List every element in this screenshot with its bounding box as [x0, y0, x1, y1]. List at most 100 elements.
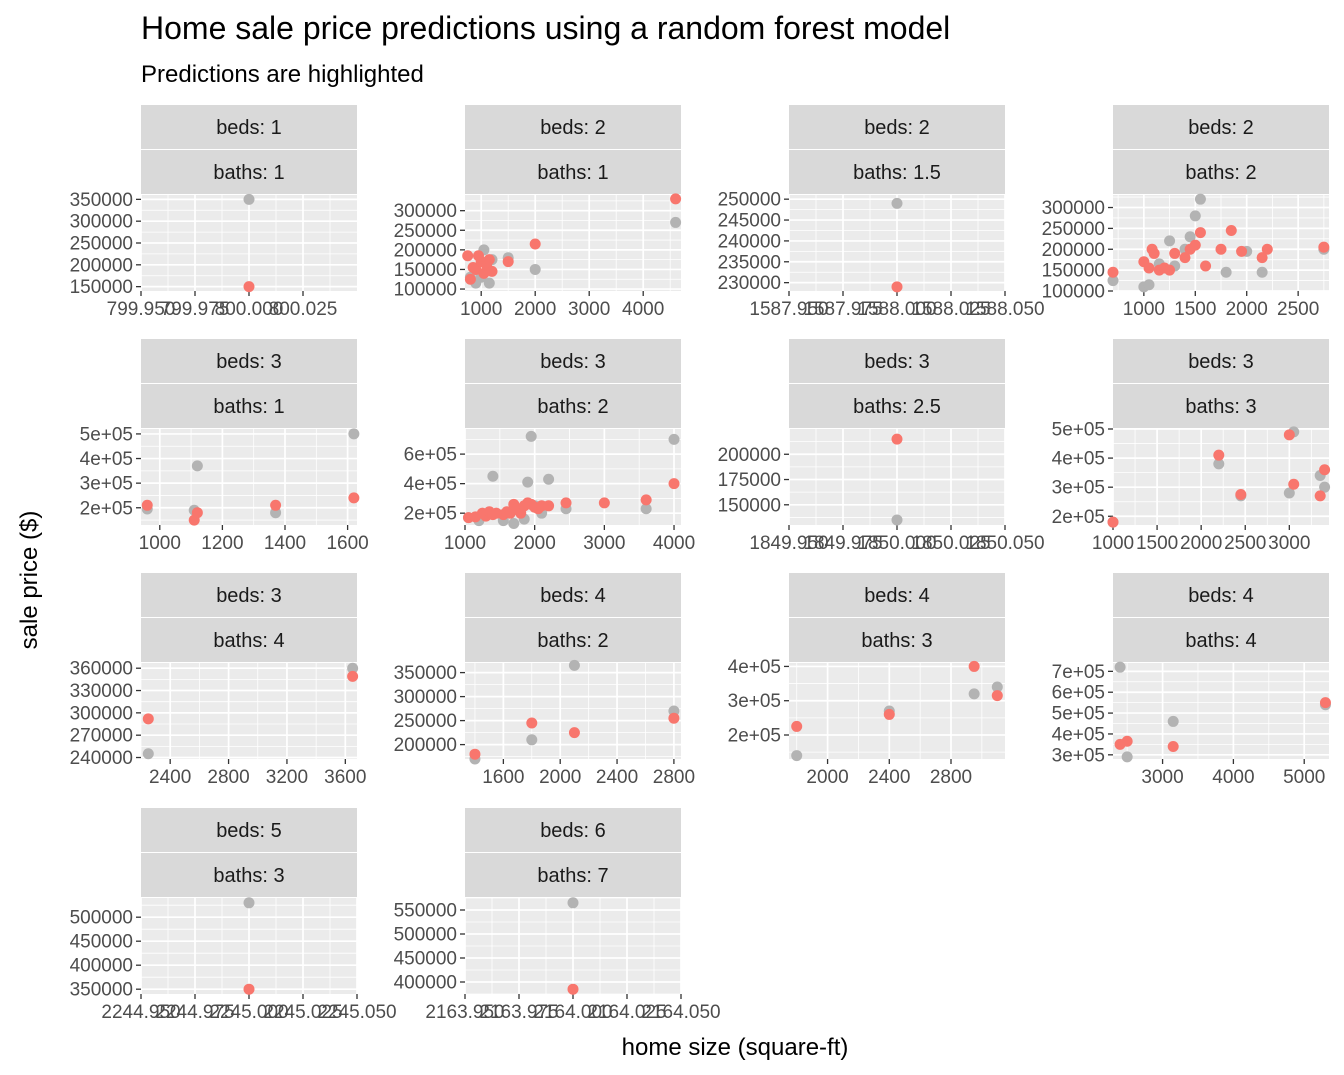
- strip-label-beds: beds: 3: [540, 351, 606, 373]
- x-tick-label: 1588.025: [911, 299, 990, 320]
- x-tick-label: 4000: [653, 533, 695, 554]
- x-tick-label: 2000: [1226, 299, 1268, 320]
- y-axis-title: sale price ($): [16, 511, 43, 650]
- strip-label-baths: baths: 2: [537, 396, 608, 418]
- strip-label-baths: baths: 3: [213, 865, 284, 887]
- y-tick-label: 245000: [718, 211, 781, 232]
- y-tick-label: 175000: [718, 470, 781, 491]
- y-tick-label: 350000: [70, 980, 133, 1001]
- x-tick-label: 1000: [139, 533, 181, 554]
- prediction-point: [1164, 264, 1176, 276]
- prediction-point: [1200, 260, 1212, 272]
- y-tick-label: 250000: [70, 234, 133, 255]
- facet-panel: beds: 3 baths: 4 2400 2800 3200 3600 240000270…: [70, 573, 366, 788]
- y-tick-label: 100000: [1042, 282, 1105, 303]
- y-tick-label: 2e+05: [728, 726, 781, 747]
- prediction-point: [1194, 227, 1206, 239]
- strip-label-beds: beds: 2: [1188, 117, 1254, 139]
- panel-plot-area: [1113, 663, 1329, 759]
- actual-point: [522, 476, 534, 488]
- prediction-point: [567, 983, 579, 995]
- x-tick-label: 1600: [326, 533, 368, 554]
- actual-point: [567, 897, 579, 909]
- x-tick-label: 799.950: [107, 299, 176, 320]
- strip-label-beds: beds: 5: [216, 820, 282, 842]
- x-tick-label: 1849.975: [803, 533, 882, 554]
- prediction-point: [270, 499, 282, 511]
- x-axis-title: home size (square-ft): [622, 1034, 849, 1061]
- x-tick-label: 1000: [1123, 299, 1165, 320]
- y-tick-label: 400000: [70, 956, 133, 977]
- x-tick-label: 1400: [264, 533, 306, 554]
- strip-label-beds: beds: 6: [540, 820, 606, 842]
- y-tick-label: 5e+05: [1052, 420, 1105, 441]
- strip-beds: [1113, 339, 1329, 383]
- strip-beds: [1113, 573, 1329, 617]
- actual-point: [1167, 715, 1179, 727]
- facet-panel: beds: 1 baths: 1 799.950799.975800.000800.…: [70, 105, 357, 320]
- y-tick-label: 2e+05: [404, 504, 457, 525]
- strip-label-beds: beds: 3: [864, 351, 930, 373]
- prediction-point: [968, 660, 980, 672]
- strip-baths: [465, 384, 681, 428]
- y-tick-label: 2e+05: [80, 498, 133, 519]
- panel-background: [789, 663, 1005, 759]
- actual-point: [670, 216, 682, 228]
- x-tick-label: 2000: [1180, 533, 1222, 554]
- strip-beds: [141, 808, 357, 852]
- y-tick-label: 240000: [718, 231, 781, 252]
- strip-beds: [465, 105, 681, 149]
- actual-point: [1164, 235, 1176, 247]
- y-tick-label: 150000: [1042, 261, 1105, 282]
- strip-label-baths: baths: 4: [213, 630, 284, 652]
- strip-label-baths: baths: 3: [1185, 396, 1256, 418]
- prediction-point: [142, 713, 154, 725]
- prediction-point: [1261, 243, 1273, 255]
- actual-point: [483, 277, 495, 289]
- facet-panel: beds: 2 baths: 2 1000 1500 2000 2500 100000150…: [1042, 105, 1330, 320]
- x-tick-label: 2244.975: [155, 1002, 234, 1023]
- strip-label-baths: baths: 1: [213, 396, 284, 418]
- actual-point: [891, 197, 903, 209]
- actual-point: [543, 473, 555, 485]
- y-tick-label: 300000: [70, 212, 133, 233]
- actual-point: [243, 193, 255, 205]
- panel-plot-area: [789, 663, 1005, 759]
- panel-plot-area: [1113, 429, 1329, 525]
- prediction-point: [1143, 262, 1155, 274]
- actual-point: [640, 503, 652, 515]
- actual-point: [525, 430, 537, 442]
- strip-label-baths: baths: 2: [537, 630, 608, 652]
- y-tick-label: 150000: [70, 277, 133, 298]
- y-tick-label: 200000: [394, 735, 457, 756]
- prediction-point: [668, 478, 680, 490]
- x-tick-label: 3200: [266, 767, 308, 788]
- x-tick-label: 3000: [583, 533, 625, 554]
- y-tick-label: 3e+05: [80, 474, 133, 495]
- y-tick-label: 4e+05: [1052, 449, 1105, 470]
- prediction-point: [1314, 490, 1326, 502]
- prediction-point: [1225, 224, 1237, 236]
- prediction-point: [568, 727, 580, 739]
- prediction-point: [991, 690, 1003, 702]
- prediction-point: [348, 492, 360, 504]
- prediction-point: [670, 193, 682, 205]
- strip-label-beds: beds: 4: [864, 585, 930, 607]
- prediction-point: [141, 499, 153, 511]
- prediction-point: [1319, 697, 1331, 709]
- y-tick-label: 3e+05: [1052, 478, 1105, 499]
- y-tick-label: 450000: [70, 932, 133, 953]
- x-tick-label: 2000: [514, 533, 556, 554]
- strip-beds: [1113, 105, 1329, 149]
- strip-label-baths: baths: 1: [537, 162, 608, 184]
- actual-point: [1189, 210, 1201, 222]
- panel-background: [465, 663, 681, 759]
- x-tick-label: 1200: [201, 533, 243, 554]
- strip-baths: [465, 853, 681, 897]
- prediction-point: [891, 281, 903, 293]
- prediction-point: [1283, 429, 1295, 441]
- x-tick-label: 2800: [930, 767, 972, 788]
- y-tick-label: 300000: [70, 703, 133, 724]
- strip-label-beds: beds: 4: [540, 585, 606, 607]
